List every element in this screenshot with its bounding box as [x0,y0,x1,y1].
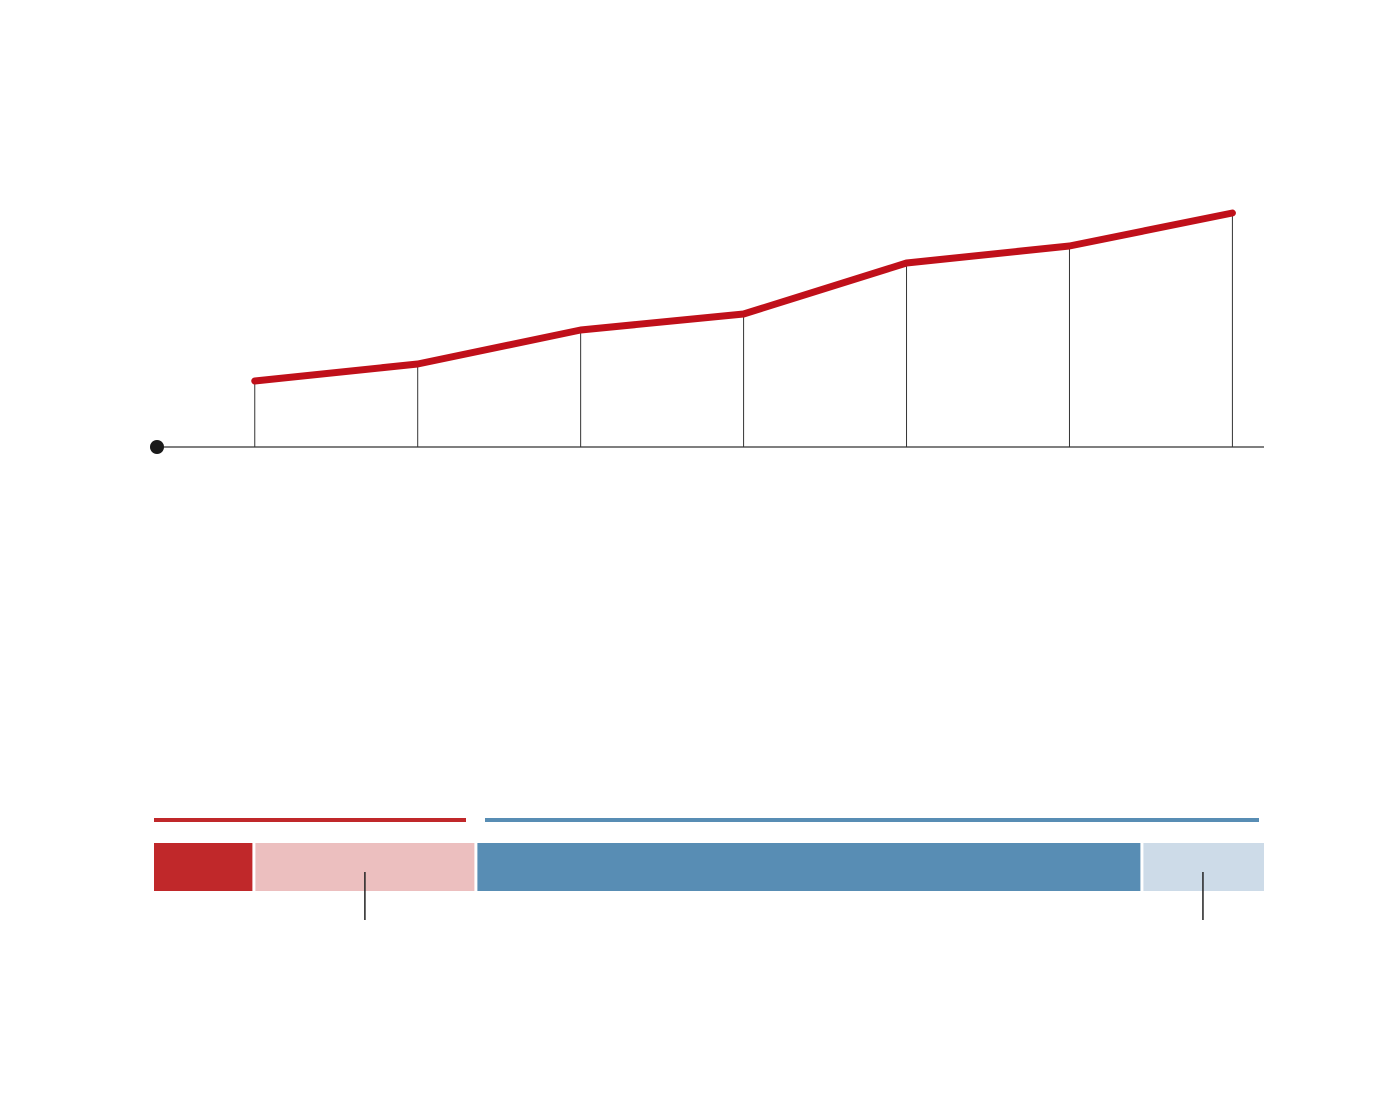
line-series [251,209,1236,385]
origin-dot [150,440,164,454]
bar-segment [154,843,253,891]
bar-segment [477,843,1141,891]
